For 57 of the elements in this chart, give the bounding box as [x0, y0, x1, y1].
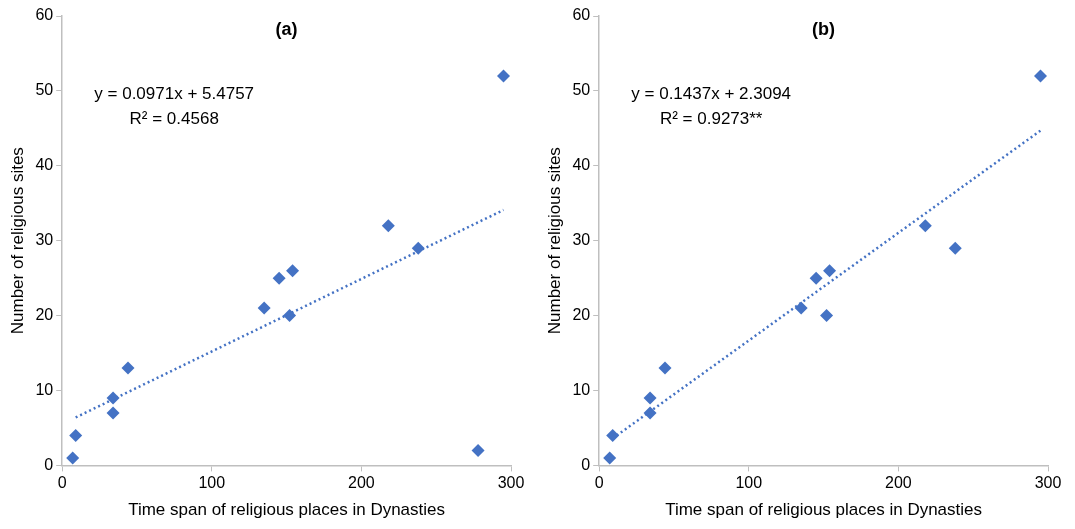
- y-tick-label: 50: [572, 81, 591, 99]
- annotation: y = 0.1437x + 2.3094: [631, 83, 792, 103]
- point: [471, 443, 485, 457]
- y-tick-label: 0: [44, 455, 54, 473]
- point: [643, 406, 657, 420]
- point: [497, 69, 511, 83]
- x-tick-label: 0: [57, 474, 67, 492]
- point: [603, 451, 617, 465]
- annotation: y = 0.0971x + 5.4757: [94, 83, 255, 103]
- y-tick-label: 60: [572, 6, 591, 24]
- point: [794, 301, 808, 315]
- point: [272, 271, 286, 285]
- y-tick-label: 30: [572, 231, 591, 249]
- x-tick-label: 300: [1034, 474, 1062, 492]
- point: [658, 361, 672, 375]
- point: [283, 309, 297, 323]
- y-tick-label: 60: [35, 6, 54, 24]
- point: [643, 391, 657, 405]
- y-tick-label: 40: [35, 156, 54, 174]
- x-tick-label: 0: [594, 474, 604, 492]
- y-tick-label: 40: [572, 156, 591, 174]
- point: [69, 428, 83, 442]
- point: [918, 219, 932, 233]
- point: [606, 428, 620, 442]
- y-tick-label: 10: [35, 380, 54, 398]
- chart-title: (b): [812, 18, 836, 39]
- point: [1034, 69, 1048, 83]
- chart-title: (a): [275, 18, 298, 39]
- point: [106, 406, 120, 420]
- x-axis-title: Time span of religious places in Dynasties: [128, 500, 446, 520]
- y-tick-label: 20: [35, 306, 54, 324]
- y-tick-label: 50: [35, 81, 54, 99]
- x-tick-label: 100: [198, 474, 226, 492]
- x-axis-title: Time span of religious places in Dynasties: [665, 500, 983, 520]
- point: [66, 451, 80, 465]
- point: [381, 219, 395, 233]
- point: [121, 361, 135, 375]
- y-tick-label: 30: [35, 231, 54, 249]
- point: [823, 264, 837, 278]
- point: [809, 271, 823, 285]
- x-tick-label: 200: [348, 474, 375, 492]
- point: [411, 241, 425, 255]
- x-tick-label: 300: [497, 474, 525, 492]
- point: [286, 264, 300, 278]
- point: [106, 391, 120, 405]
- annotation: R² = 0.4568: [129, 108, 219, 128]
- y-tick-label: 0: [581, 455, 591, 473]
- x-tick-label: 200: [885, 474, 912, 492]
- point: [820, 309, 834, 323]
- y-axis-title: Number of religious sites: [544, 147, 564, 335]
- point: [257, 301, 271, 315]
- y-tick-label: 10: [572, 380, 591, 398]
- annotation: R² = 0.9273**: [659, 108, 763, 128]
- y-tick-label: 20: [572, 306, 591, 324]
- point: [948, 241, 962, 255]
- y-axis-title: Number of religious sites: [7, 147, 27, 335]
- x-tick-label: 100: [735, 474, 763, 492]
